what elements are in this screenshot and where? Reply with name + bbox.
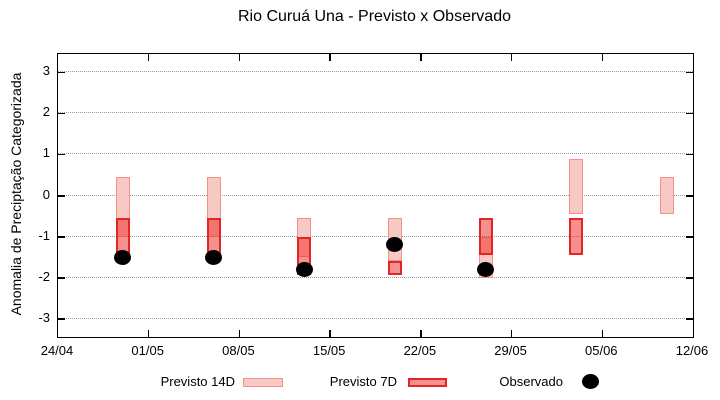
y-tick-label: 2 [42,104,50,120]
y-tick-mark-right [686,318,693,320]
gridline [58,71,693,73]
y-tick-mark-left [58,277,65,279]
y-tick-mark-left [58,236,65,238]
x-tick-label: 01/05 [131,343,164,358]
legend-label-observado: Observado [499,374,563,389]
y-tick-mark-right [686,236,693,238]
y-tick-label: 0 [42,186,50,202]
x-tick-mark-bottom [238,330,241,337]
y-tick-mark-left [58,112,65,115]
x-tick-mark-bottom [329,330,331,337]
legend-observed-dot [582,374,599,389]
y-tick-mark-right [686,195,693,197]
y-tick-label: 1 [42,145,50,161]
y-tick-mark-left [58,153,65,156]
y-tick-mark-left [58,318,65,320]
forecast-14d-bar [660,177,675,214]
gridline [58,317,693,319]
x-tick-mark-bottom [147,330,150,337]
gridline [58,276,693,278]
forecast-14d-bar [569,158,584,214]
x-tick-label: 24/04 [40,343,74,358]
y-tick-label: -1 [38,227,50,243]
x-tick-label: 05/06 [585,343,618,358]
forecast-7d-bar [569,218,584,255]
x-tick-label: 15/05 [312,343,346,358]
legend-swatch-previsto-14d [243,378,283,387]
observed-dot [295,261,313,277]
chart-title: Rio Curuá Una - Previsto x Observado [238,8,511,25]
x-tick-mark-top [147,54,150,61]
y-tick-label: -3 [38,309,50,325]
y-tick-mark-right [686,277,693,279]
gridline [58,235,693,237]
legend-swatch-previsto-7d [408,378,447,387]
x-tick-mark-top [238,54,241,61]
x-tick-mark-top [601,54,604,61]
y-tick-mark-right [686,71,693,74]
x-tick-mark-bottom [601,330,604,337]
x-tick-mark-bottom [510,330,513,337]
x-tick-label: 29/05 [494,343,527,358]
plot-area [57,53,694,338]
gridline [58,153,693,155]
forecast-7d-bar [387,261,402,276]
gridline [58,112,693,114]
observed-dot [477,261,495,277]
x-tick-mark-top [420,54,422,61]
forecast-7d-bar [478,218,493,255]
x-tick-label: 22/05 [403,343,437,358]
gridline [58,194,693,196]
x-tick-label: 12/06 [675,343,709,358]
y-tick-mark-left [58,71,65,74]
observed-dot [205,249,222,265]
y-tick-label: 3 [42,63,50,79]
x-tick-mark-top [510,54,513,61]
legend-label-previsto-14d: Previsto 14D [160,374,235,389]
y-tick-mark-left [58,195,65,197]
x-tick-mark-bottom [420,330,422,337]
x-tick-mark-top [329,54,331,61]
observed-dot [114,249,132,265]
legend-label-previsto-7d: Previsto 7D [329,374,397,389]
y-tick-mark-right [686,112,693,115]
y-tick-label: -2 [38,268,50,284]
observed-dot [386,237,404,253]
y-tick-mark-right [686,153,693,156]
x-tick-label: 08/05 [222,343,255,358]
